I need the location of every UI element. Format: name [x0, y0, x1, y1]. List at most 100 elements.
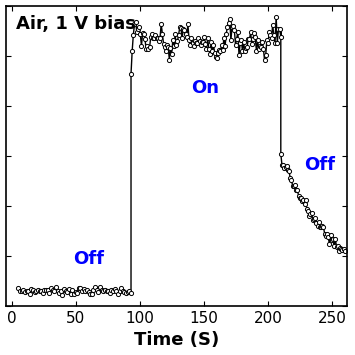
Point — [324, 231, 330, 237]
Text: Off: Off — [73, 250, 104, 268]
Point — [154, 36, 159, 41]
Point — [65, 289, 70, 295]
Point — [191, 43, 197, 49]
Point — [24, 288, 29, 294]
Point — [248, 29, 253, 35]
Point — [150, 36, 156, 41]
Point — [48, 285, 54, 291]
Point — [175, 38, 180, 44]
Point — [233, 42, 238, 48]
Point — [187, 43, 193, 48]
Point — [81, 286, 87, 292]
Point — [114, 289, 119, 294]
Point — [155, 35, 160, 41]
Point — [337, 245, 343, 251]
Point — [302, 201, 307, 207]
Point — [128, 290, 134, 296]
Point — [164, 43, 170, 48]
Point — [102, 288, 108, 293]
Point — [322, 231, 328, 236]
Point — [333, 236, 338, 242]
Point — [275, 26, 281, 32]
Point — [217, 47, 222, 53]
Point — [162, 44, 168, 49]
Point — [329, 237, 335, 243]
Point — [158, 21, 164, 27]
Point — [327, 241, 332, 247]
Point — [118, 285, 124, 291]
Point — [226, 20, 231, 26]
Point — [183, 31, 189, 37]
Point — [320, 223, 325, 229]
Point — [317, 224, 323, 229]
Point — [22, 289, 28, 295]
Point — [185, 22, 191, 27]
Point — [312, 215, 318, 221]
Point — [201, 34, 207, 39]
Point — [35, 287, 41, 293]
Point — [115, 291, 121, 297]
Point — [269, 36, 274, 41]
Point — [225, 24, 230, 29]
Point — [323, 233, 329, 239]
Point — [95, 289, 101, 294]
Point — [280, 162, 286, 168]
Point — [278, 34, 284, 39]
Point — [318, 224, 324, 230]
Point — [61, 286, 67, 292]
Point — [170, 38, 176, 43]
Point — [66, 286, 72, 292]
Point — [237, 40, 243, 46]
Point — [73, 289, 78, 295]
Point — [260, 39, 265, 45]
Point — [141, 31, 147, 37]
Point — [151, 35, 157, 40]
Point — [290, 183, 295, 189]
Point — [198, 43, 203, 48]
Point — [129, 48, 135, 54]
Point — [186, 37, 192, 43]
Point — [137, 31, 143, 37]
Point — [19, 288, 24, 294]
Point — [193, 40, 199, 46]
Point — [234, 36, 240, 42]
Point — [205, 36, 211, 41]
Point — [27, 291, 33, 296]
Point — [247, 37, 252, 42]
Point — [211, 42, 216, 48]
Point — [74, 290, 80, 296]
Point — [299, 198, 305, 204]
Point — [92, 284, 98, 290]
Point — [279, 162, 285, 168]
Point — [236, 52, 242, 58]
Point — [134, 29, 140, 35]
Point — [221, 35, 227, 40]
Point — [272, 40, 278, 45]
Point — [33, 288, 39, 294]
Point — [117, 288, 122, 294]
Point — [166, 57, 172, 62]
Point — [303, 198, 308, 203]
Point — [97, 285, 103, 290]
Point — [110, 288, 116, 294]
Point — [223, 31, 229, 37]
Point — [56, 290, 62, 296]
Point — [30, 287, 36, 293]
Point — [142, 36, 148, 42]
Point — [305, 208, 311, 214]
Point — [91, 287, 96, 293]
Point — [326, 234, 331, 240]
Point — [229, 24, 235, 30]
Point — [136, 24, 142, 29]
Point — [109, 287, 114, 293]
Point — [243, 45, 249, 51]
Point — [42, 287, 47, 293]
Point — [163, 48, 169, 54]
Point — [330, 236, 336, 241]
Point — [25, 288, 31, 294]
Point — [206, 46, 212, 51]
Point — [159, 31, 165, 37]
Point — [288, 176, 293, 181]
Point — [148, 34, 154, 40]
Point — [296, 193, 301, 199]
